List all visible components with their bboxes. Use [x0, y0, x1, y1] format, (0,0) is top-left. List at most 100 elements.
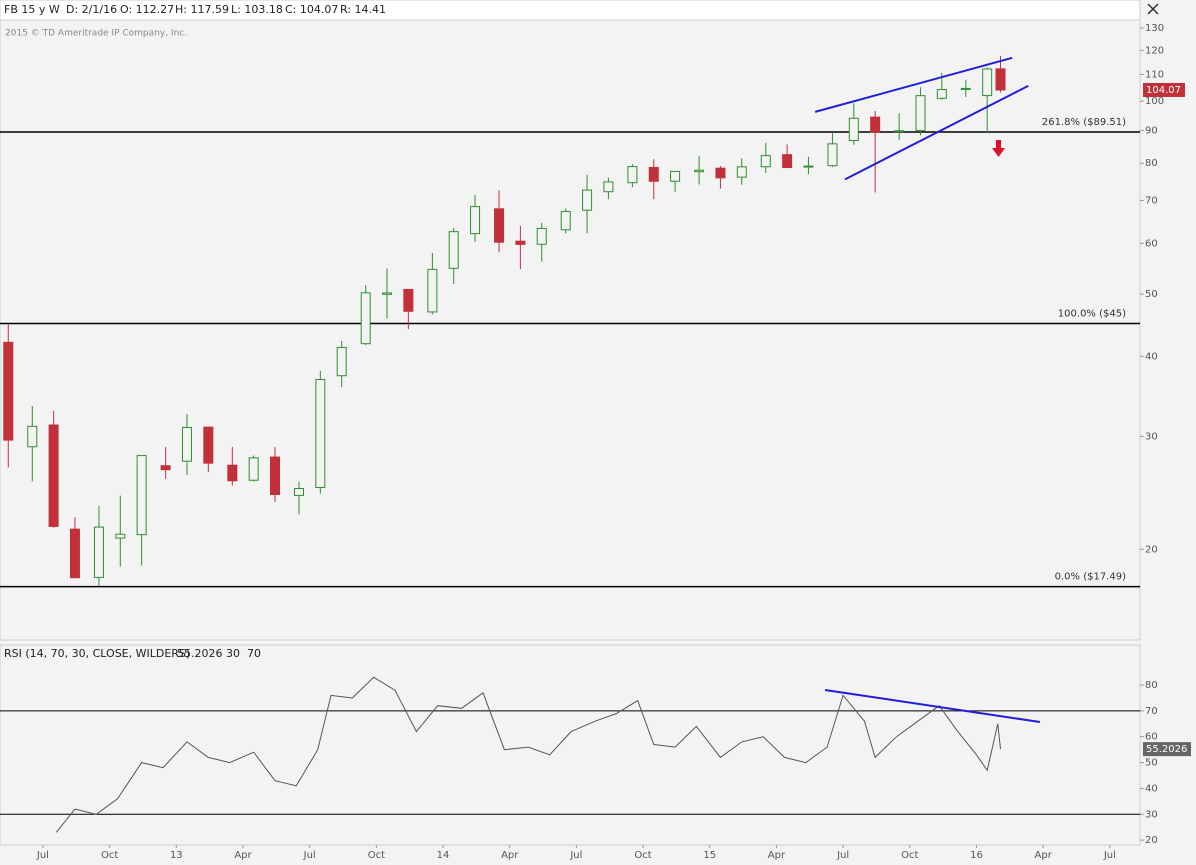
- rsi-oversold: 30: [226, 647, 240, 660]
- y-tick-label: 50: [1145, 289, 1158, 300]
- candle-body: [160, 465, 171, 471]
- candle-body: [694, 169, 705, 173]
- y-tick-label: 90: [1145, 125, 1158, 136]
- last-price-tag: [1143, 82, 1185, 97]
- copyright: 2015 © TD Ameritrade IP Company, Inc.: [5, 29, 187, 39]
- y-tick-label: 50: [1145, 758, 1158, 769]
- settings-icon[interactable]: [1147, 3, 1159, 15]
- close: C: 104.07: [285, 3, 338, 16]
- candle-body: [560, 210, 571, 231]
- rsi-panel: [0, 644, 1141, 846]
- candle-body: [982, 68, 993, 97]
- candle-body: [760, 155, 771, 168]
- range: R: 14.41: [340, 3, 386, 16]
- x-tick-label: 15: [703, 850, 716, 861]
- down-arrow: [992, 140, 1005, 157]
- last-rsi-label: 55.2026: [1146, 744, 1187, 755]
- y-tick-label: 70: [1145, 195, 1158, 206]
- candle-body: [248, 457, 259, 481]
- trendline: [814, 56, 1013, 113]
- date: D: 2/1/16: [66, 3, 117, 16]
- candle-body: [382, 292, 393, 295]
- x-tick-label: Oct: [901, 850, 918, 861]
- x-tick-label: Oct: [634, 850, 651, 861]
- candle-body: [803, 165, 814, 168]
- x-tick-label: Oct: [101, 850, 118, 861]
- candle-body: [536, 227, 547, 245]
- x-tick-label: Apr: [234, 850, 252, 861]
- candle-body: [27, 425, 38, 448]
- x-tick-label: 16: [970, 850, 983, 861]
- y-tick-label: 100: [1145, 96, 1164, 107]
- candle-body: [360, 292, 371, 345]
- candle-body: [960, 87, 971, 90]
- candle-body: [936, 89, 947, 99]
- candle-body: [336, 346, 347, 377]
- y-tick-label: 30: [1145, 431, 1158, 442]
- candle-body: [3, 341, 14, 441]
- y-tick-label: 40: [1145, 783, 1158, 794]
- symbol: FB 15 y W: [4, 3, 60, 16]
- y-tick-label: 80: [1145, 680, 1158, 691]
- y-tick-label: 20: [1145, 835, 1158, 846]
- candle-body: [670, 170, 681, 182]
- candle-body: [494, 208, 505, 243]
- candle-body: [203, 426, 214, 464]
- low: L: 103.18: [231, 3, 283, 16]
- y-tick-label: 130: [1145, 23, 1164, 34]
- x-tick-label: Jul: [569, 850, 582, 861]
- candle-body: [403, 288, 414, 312]
- candle-body: [93, 526, 104, 578]
- x-tick-label: Apr: [768, 850, 786, 861]
- y-tick-label: 60: [1145, 238, 1158, 249]
- candle-body: [627, 166, 638, 184]
- x-tick-label: Jul: [36, 850, 49, 861]
- y-tick-label: 80: [1145, 158, 1158, 169]
- candle-body: [894, 130, 905, 133]
- candle-body: [782, 154, 793, 169]
- candle-body: [315, 378, 326, 488]
- level-label: 100.0% ($45): [1058, 308, 1126, 319]
- rsi-line: [55, 676, 1001, 833]
- y-tick-label: 110: [1145, 70, 1164, 81]
- candle-body: [848, 117, 859, 142]
- x-tick-label: Jul: [303, 850, 316, 861]
- candle-body: [582, 189, 593, 211]
- candle-body: [136, 455, 147, 536]
- y-tick-label: 40: [1145, 351, 1158, 362]
- trendline: [824, 688, 1041, 723]
- last-rsi-tag: [1143, 742, 1191, 757]
- candle-body: [515, 240, 526, 245]
- x-tick-label: 13: [170, 850, 183, 861]
- open: O: 112.27: [120, 3, 174, 16]
- y-tick-label: 30: [1145, 809, 1158, 820]
- rsi-overbought: 70: [247, 647, 261, 660]
- level-label: 261.8% ($89.51): [1042, 117, 1126, 128]
- candle-body: [870, 116, 881, 133]
- y-tick-label: 70: [1145, 706, 1158, 717]
- y-tick-label: 60: [1145, 732, 1158, 743]
- x-tick-label: Oct: [368, 850, 385, 861]
- candle-body: [227, 464, 238, 482]
- x-tick-label: 14: [437, 850, 450, 861]
- y-tick-label: 120: [1145, 45, 1164, 56]
- candle-body: [181, 426, 192, 462]
- candle-body: [427, 268, 438, 313]
- candle-body: [603, 181, 614, 193]
- candle-body: [915, 95, 926, 131]
- candle-body: [715, 167, 726, 179]
- rsi-last: 55.2026: [177, 647, 223, 660]
- y-tick-label: 20: [1145, 544, 1158, 555]
- candle-body: [48, 424, 59, 527]
- x-tick-label: Jul: [836, 850, 849, 861]
- price-panel: [0, 19, 1141, 641]
- candle-body: [448, 231, 459, 269]
- candle-body: [995, 68, 1006, 91]
- rsi-title: RSI (14, 70, 30, CLOSE, WILDERS): [4, 647, 190, 660]
- candle-body: [827, 143, 838, 167]
- candle-body: [269, 456, 280, 495]
- candle-body: [648, 166, 659, 182]
- trendline: [844, 85, 1029, 181]
- high: H: 117.59: [175, 3, 229, 16]
